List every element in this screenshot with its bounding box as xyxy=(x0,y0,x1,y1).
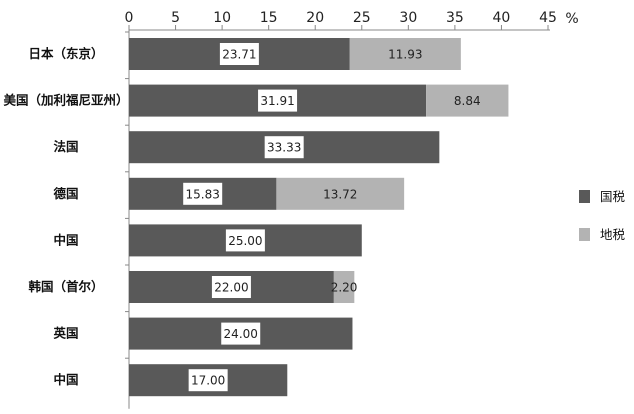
category-label: 中国 xyxy=(53,232,78,247)
x-tick-label: 45 xyxy=(539,10,557,26)
category-label: 英国 xyxy=(53,326,78,341)
category-label: 日本（东京） xyxy=(28,46,103,61)
x-tick-label: 20 xyxy=(306,10,324,26)
legend-label-guoshui: 国税 xyxy=(600,189,626,204)
bars xyxy=(129,38,509,397)
data-label: 33.33 xyxy=(267,141,301,155)
data-label: 11.93 xyxy=(388,48,422,62)
data-label: 17.00 xyxy=(191,374,225,388)
data-label: 24.00 xyxy=(224,327,258,341)
legend-swatch-dishui xyxy=(579,228,590,241)
data-label-box xyxy=(258,89,298,112)
data-label-box xyxy=(219,43,259,65)
data-label: 31.91 xyxy=(260,94,294,108)
x-tick-label: 0 xyxy=(125,10,134,26)
data-label: 15.83 xyxy=(186,187,220,201)
category-label: 法国 xyxy=(53,139,78,154)
x-tick-label: 5 xyxy=(171,10,180,26)
data-label: 8.84 xyxy=(454,94,481,108)
x-tick-label: 30 xyxy=(399,10,417,26)
bar-dishui xyxy=(276,177,405,210)
category-label: 美国（加利福尼亚州） xyxy=(3,93,128,108)
category-label: 德国 xyxy=(53,186,78,201)
data-label: 2.20 xyxy=(331,281,358,295)
x-tick-label: 15 xyxy=(260,10,278,26)
data-label-box xyxy=(211,276,251,298)
data-label: 13.72 xyxy=(323,187,357,201)
legend-swatch-guoshui xyxy=(579,190,590,203)
x-tick-label: 10 xyxy=(213,10,231,26)
data-label: 22.00 xyxy=(214,281,248,295)
data-label-box xyxy=(183,182,223,205)
data-label: 25.00 xyxy=(228,234,262,248)
data-label-box xyxy=(188,369,228,392)
x-tick-label: 25 xyxy=(353,10,371,26)
category-label: 中国 xyxy=(53,372,78,387)
data-labels: 23.71 11.93 31.91 8.84 33.33 15.83 13.72 25.00 2… xyxy=(183,43,481,392)
x-axis: 0 5 10 15 20 25 30 35 40 45% xyxy=(125,10,579,409)
bar-dishui xyxy=(426,84,509,117)
x-tick-label: 35 xyxy=(446,10,464,26)
x-tick-label: 40 xyxy=(493,10,511,26)
bar-dishui xyxy=(333,271,355,303)
data-label-box xyxy=(264,136,304,159)
legend-label-dishui: 地税 xyxy=(600,227,626,242)
data-label-box xyxy=(225,229,265,252)
bar-dishui xyxy=(349,38,461,70)
category-label: 韩国（首尔） xyxy=(28,279,103,294)
data-label: 23.71 xyxy=(222,48,256,62)
data-label-box xyxy=(221,322,261,345)
unit-label: % xyxy=(565,11,578,27)
